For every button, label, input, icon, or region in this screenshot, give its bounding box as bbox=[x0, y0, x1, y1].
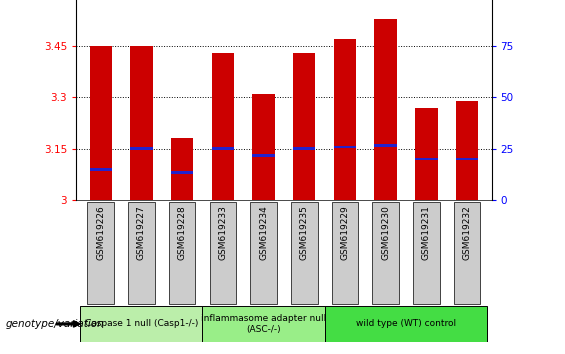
Bar bbox=[210, 202, 236, 304]
Bar bbox=[80, 306, 202, 342]
Text: GSM619234: GSM619234 bbox=[259, 205, 268, 260]
Bar bbox=[293, 53, 315, 200]
Bar bbox=[89, 168, 112, 171]
Bar bbox=[128, 202, 155, 304]
Text: GSM619233: GSM619233 bbox=[218, 205, 227, 260]
Bar bbox=[202, 306, 325, 342]
Bar bbox=[415, 108, 438, 200]
Bar bbox=[334, 145, 356, 148]
Bar bbox=[413, 202, 440, 304]
Text: GSM619232: GSM619232 bbox=[463, 205, 472, 260]
Text: GSM619228: GSM619228 bbox=[177, 205, 186, 260]
Bar bbox=[372, 202, 399, 304]
Text: GSM619227: GSM619227 bbox=[137, 205, 146, 260]
Bar bbox=[456, 101, 479, 200]
Text: wild type (WT) control: wild type (WT) control bbox=[356, 319, 456, 329]
Bar bbox=[293, 147, 315, 150]
Text: GSM619230: GSM619230 bbox=[381, 205, 390, 260]
Bar bbox=[130, 46, 153, 200]
Text: genotype/variation: genotype/variation bbox=[6, 319, 105, 329]
Text: Caspase 1 null (Casp1-/-): Caspase 1 null (Casp1-/-) bbox=[85, 319, 198, 329]
Bar bbox=[171, 171, 193, 174]
Text: GSM619229: GSM619229 bbox=[341, 205, 350, 260]
Bar bbox=[454, 202, 480, 304]
Bar bbox=[415, 158, 438, 160]
Bar bbox=[169, 202, 195, 304]
Bar bbox=[253, 94, 275, 200]
Text: inflammasome adapter null
(ASC-/-): inflammasome adapter null (ASC-/-) bbox=[201, 314, 326, 333]
Bar bbox=[89, 46, 112, 200]
Bar bbox=[212, 147, 234, 150]
Bar bbox=[375, 144, 397, 147]
Bar bbox=[171, 138, 193, 200]
Bar bbox=[325, 306, 488, 342]
Bar bbox=[291, 202, 318, 304]
Text: GSM619231: GSM619231 bbox=[422, 205, 431, 260]
Text: GSM619235: GSM619235 bbox=[300, 205, 308, 260]
Bar bbox=[88, 202, 114, 304]
Bar bbox=[334, 39, 356, 200]
Bar bbox=[253, 154, 275, 157]
Point bbox=[355, 252, 364, 258]
Bar bbox=[130, 147, 153, 150]
Text: GSM619226: GSM619226 bbox=[96, 205, 105, 260]
Bar bbox=[456, 158, 479, 160]
Bar bbox=[375, 19, 397, 200]
Bar bbox=[250, 202, 277, 304]
Bar bbox=[332, 202, 358, 304]
Bar bbox=[212, 53, 234, 200]
